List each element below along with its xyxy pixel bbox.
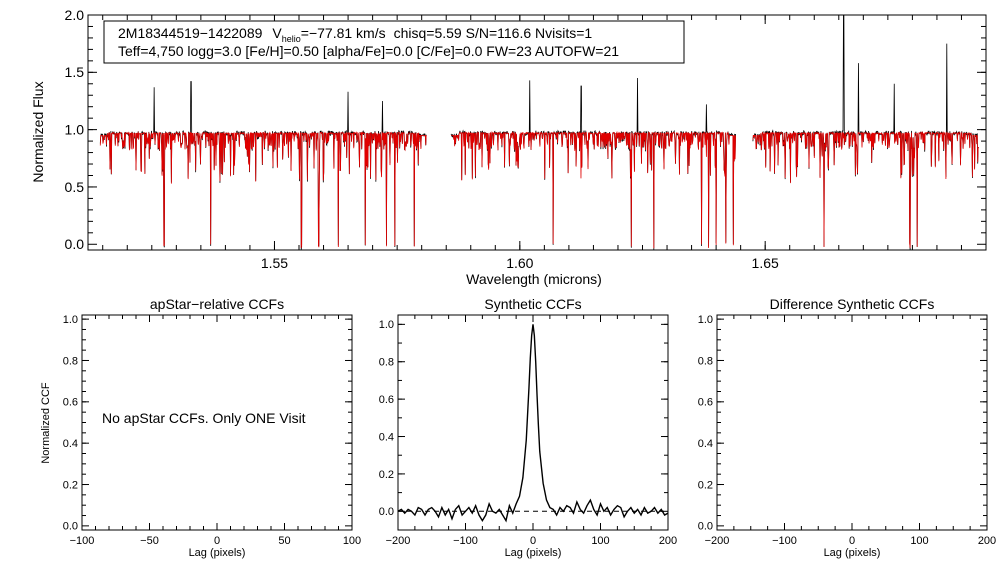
- model-spectrum-line: [451, 131, 736, 249]
- x-tick-label: 1.60: [506, 255, 533, 271]
- x-tick-label: 200: [978, 535, 996, 547]
- x-tick-label: −100: [453, 535, 478, 547]
- y-tick-label: 2.0: [65, 7, 85, 23]
- y-tick-label: 0.0: [65, 236, 85, 252]
- x-tick-label: −200: [705, 535, 730, 547]
- apstar-ccf-ylabel: Normalized CCF: [40, 382, 52, 464]
- apstar-ccf-xlabel: Lag (pixels): [189, 547, 246, 559]
- y-tick-label: 0.8: [63, 355, 78, 367]
- y-tick-label: 0.2: [379, 469, 394, 481]
- apstar-ccf-annotation: No apStar CCFs. Only ONE Visit: [102, 410, 306, 426]
- info-line-1: 2M18344519−1422089 Vhelio=−77.81 km/s chis…: [118, 25, 592, 44]
- y-tick-label: 0.2: [698, 479, 713, 491]
- vhelio-value: =−77.81 km/s: [301, 25, 386, 41]
- y-tick-label: 0.4: [698, 438, 713, 450]
- y-tick-label: 0.6: [379, 394, 394, 406]
- fit-stats: chisq=5.59 S/N=116.6 Nvisits=1: [394, 25, 593, 41]
- x-tick-label: 0: [214, 535, 220, 547]
- vhelio-symbol: V: [272, 25, 282, 41]
- y-tick-label: 0.8: [698, 355, 713, 367]
- spectrum-frame: [87, 14, 987, 251]
- spectrum-plot-area: [99, 14, 979, 250]
- x-tick-label: −50: [140, 535, 159, 547]
- model-spectrum-line: [99, 131, 427, 249]
- x-tick-label: 1.55: [261, 255, 288, 271]
- x-tick-label: 100: [910, 535, 928, 547]
- y-tick-label: 0.4: [63, 438, 78, 450]
- apstar-ccf-axes: −100 −50 0 50 100 0.0 0.2 0.4 0.6 0.8 1.0: [63, 314, 361, 547]
- info-line-2: Teff=4,750 logg=3.0 [Fe/H]=0.50 [alpha/F…: [118, 43, 619, 59]
- y-tick-label: 1.0: [63, 314, 78, 326]
- model-spectrum-line: [752, 131, 979, 248]
- y-tick-label: 1.0: [698, 314, 713, 326]
- x-tick-label: 1.65: [752, 255, 779, 271]
- y-tick-label: 1.0: [379, 319, 394, 331]
- y-tick-label: 0.8: [379, 357, 394, 369]
- x-tick-label: −100: [70, 535, 95, 547]
- difference-ccf-xlabel: Lag (pixels): [824, 547, 881, 559]
- difference-ccf-title: Difference Synthetic CCFs: [770, 296, 935, 312]
- difference-ccf-axes: −200 −100 0 100 200 0.0 0.2 0.4 0.6 0.8 1.0: [698, 314, 996, 547]
- vhelio-subscript: helio: [282, 34, 301, 44]
- spectrum-xlabel: Wavelength (microns): [466, 271, 602, 287]
- star-id: 2M18344519−1422089: [118, 25, 263, 41]
- info-box: [103, 20, 685, 64]
- y-tick-label: 1.5: [65, 64, 85, 80]
- y-tick-label: 0.6: [698, 397, 713, 409]
- y-tick-label: 0.4: [379, 431, 394, 443]
- x-tick-label: 0: [849, 535, 855, 547]
- x-tick-label: −200: [386, 535, 411, 547]
- synthetic-ccf-axes: −200 −100 0 100 200 0.0 0.2 0.4 0.6 0.8 1.0: [379, 315, 677, 547]
- y-tick-label: 1.0: [65, 122, 85, 138]
- x-tick-label: 100: [343, 535, 361, 547]
- synthetic-ccf-xlabel: Lag (pixels): [505, 547, 562, 559]
- x-tick-label: 100: [591, 535, 609, 547]
- x-tick-label: 200: [659, 535, 677, 547]
- synthetic-ccf-plot-area: [397, 324, 669, 523]
- x-tick-label: 0: [530, 535, 536, 547]
- spectrum-axes: 1.55 1.60 1.65 0.0 0.5 1.0 1.5 2.0: [65, 7, 987, 271]
- y-tick-label: 0.5: [65, 179, 85, 195]
- synthetic-ccf-title: Synthetic CCFs: [484, 296, 581, 312]
- y-tick-label: 0.2: [63, 479, 78, 491]
- y-tick-label: 0.0: [698, 521, 713, 533]
- x-tick-label: 50: [278, 535, 290, 547]
- y-tick-label: 0.6: [63, 397, 78, 409]
- synthetic-ccf-line: [397, 324, 669, 523]
- spectrum-ylabel: Normalized Flux: [30, 81, 46, 182]
- y-tick-label: 0.0: [63, 521, 78, 533]
- apstar-ccf-title: apStar−relative CCFs: [150, 296, 284, 312]
- x-tick-label: −100: [772, 535, 797, 547]
- y-tick-label: 0.0: [379, 506, 394, 518]
